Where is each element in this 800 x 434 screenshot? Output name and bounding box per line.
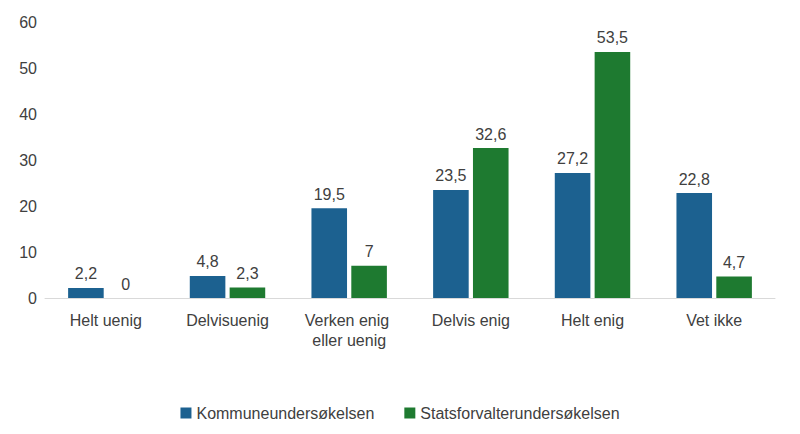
svg-text:Delvisuenig: Delvisuenig bbox=[186, 312, 269, 329]
svg-text:Helt enig: Helt enig bbox=[561, 312, 624, 329]
svg-text:4,8: 4,8 bbox=[196, 253, 218, 270]
svg-text:4,7: 4,7 bbox=[723, 254, 745, 271]
svg-text:Helt uenig: Helt uenig bbox=[70, 312, 142, 329]
svg-text:30: 30 bbox=[19, 152, 37, 169]
svg-text:Vet ikke: Vet ikke bbox=[686, 312, 742, 329]
svg-text:23,5: 23,5 bbox=[435, 167, 466, 184]
svg-text:Kommuneundersøkelsen: Kommuneundersøkelsen bbox=[196, 405, 374, 422]
svg-text:0: 0 bbox=[121, 276, 130, 293]
svg-text:2,3: 2,3 bbox=[236, 265, 258, 282]
svg-text:0: 0 bbox=[28, 290, 37, 307]
svg-text:2,2: 2,2 bbox=[75, 265, 97, 282]
svg-text:53,5: 53,5 bbox=[597, 29, 628, 46]
svg-text:10: 10 bbox=[19, 244, 37, 261]
svg-text:50: 50 bbox=[19, 60, 37, 77]
svg-text:40: 40 bbox=[19, 106, 37, 123]
svg-text:32,6: 32,6 bbox=[475, 126, 506, 143]
svg-text:Statsforvalterundersøkelsen: Statsforvalterundersøkelsen bbox=[420, 405, 619, 422]
svg-text:60: 60 bbox=[19, 14, 37, 31]
svg-text:Delvis enig: Delvis enig bbox=[432, 312, 510, 329]
svg-text:19,5: 19,5 bbox=[314, 186, 345, 203]
svg-text:7: 7 bbox=[365, 243, 374, 260]
svg-text:20: 20 bbox=[19, 198, 37, 215]
svg-text:eller uenig: eller uenig bbox=[312, 332, 386, 349]
svg-text:22,8: 22,8 bbox=[679, 171, 710, 188]
svg-text:Verken enig: Verken enig bbox=[305, 312, 394, 329]
svg-text:27,2: 27,2 bbox=[557, 150, 588, 167]
